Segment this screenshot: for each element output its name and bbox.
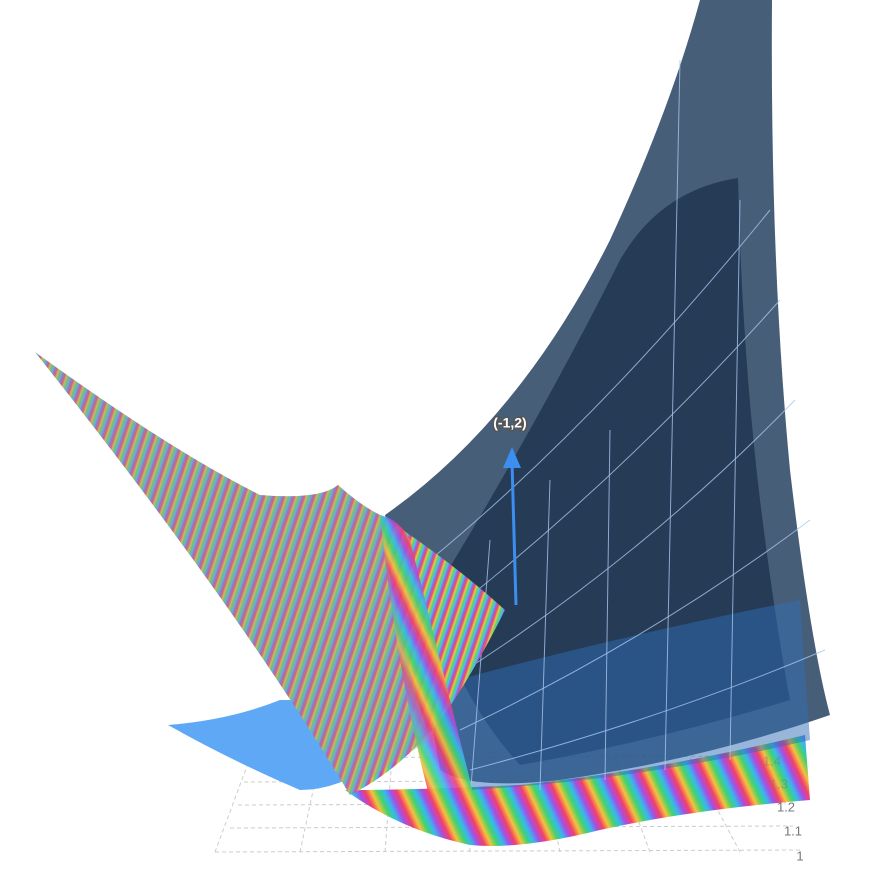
- point-label: (-1,2): [493, 415, 526, 431]
- axis-tick-label: 1.3: [770, 776, 788, 791]
- wireframe: [429, 59, 826, 801]
- rainbow-surface: [35, 352, 505, 795]
- point-vector: (-1,2): [492, 413, 528, 606]
- axis-tick-label: 1.4: [763, 753, 781, 768]
- vector-head: [503, 447, 521, 468]
- vector-shaft: [510, 461, 518, 606]
- blue-floor-glow: [420, 600, 810, 790]
- rainbow-surface-strong: [380, 515, 495, 845]
- rainbow-surface-shade: [35, 352, 430, 795]
- axis-tick-label: 1.1: [784, 823, 802, 838]
- axis-tick-label: 1.2: [777, 799, 795, 814]
- dark-surface-inner: [430, 178, 790, 765]
- axis-ticks: 1 1.1 1.2 1.3 1.4: [763, 753, 804, 863]
- axis-tick-label: 1: [796, 848, 803, 863]
